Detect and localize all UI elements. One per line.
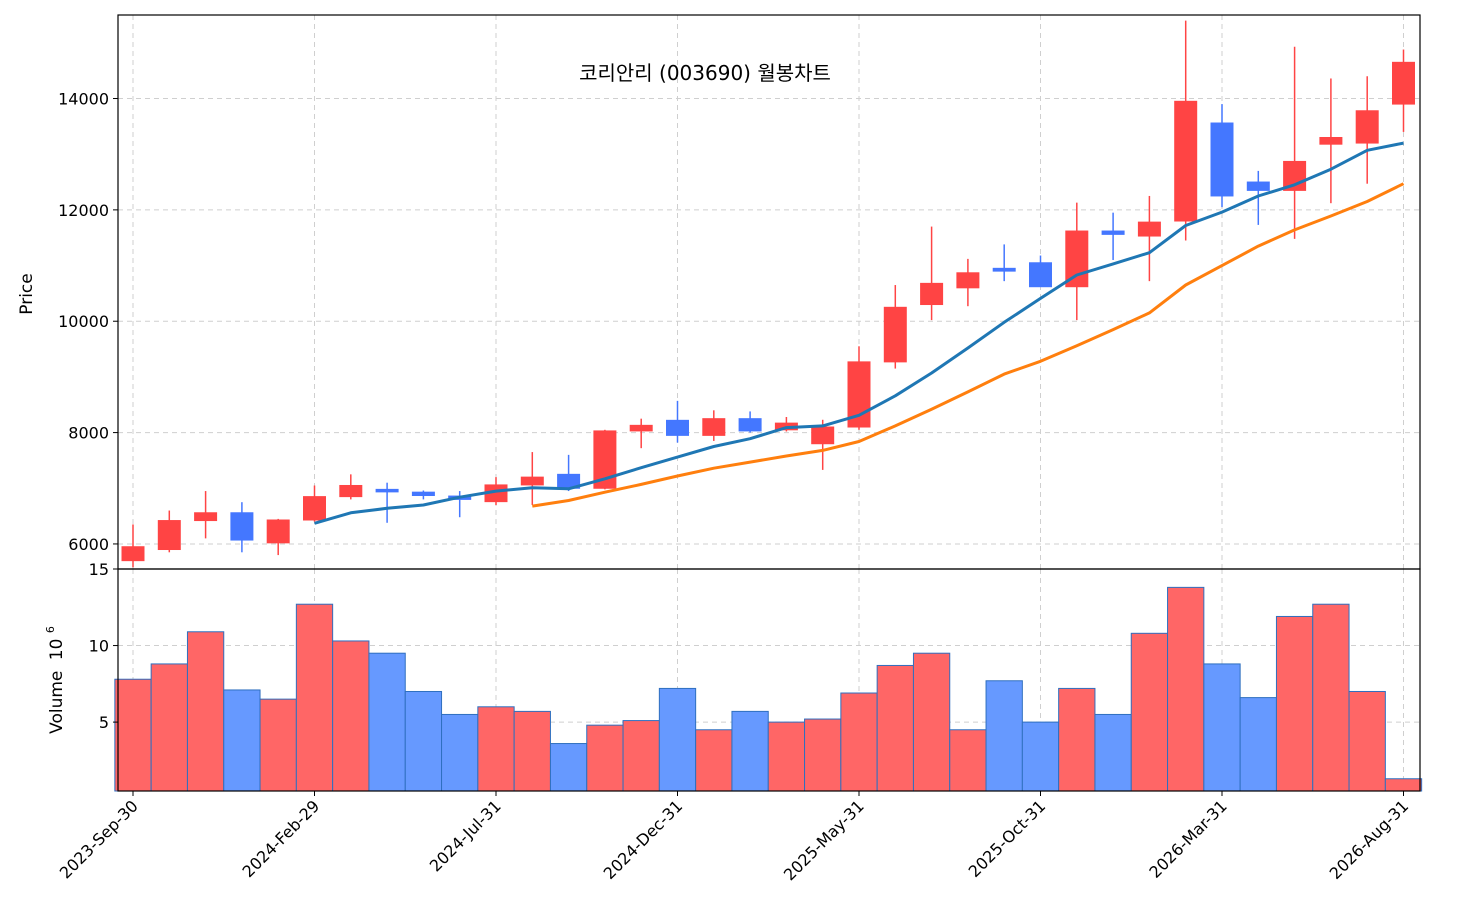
volume-bar [1203,663,1241,792]
candle-body [1101,230,1125,235]
volume-bar [259,698,297,792]
candle-body [1319,136,1343,145]
candle-body [702,418,726,436]
volume-bar [1130,632,1169,792]
date-tick-label: 2025-May-31 [780,796,868,884]
candle-body [157,520,181,551]
volume-bars [114,586,1423,792]
candle-body [339,484,363,498]
volume-bar [912,652,951,792]
volume-bar [586,724,624,792]
volume-bar [804,718,842,792]
volume-bar [404,690,443,792]
moving-average-lines [314,141,1405,525]
volume-bar [513,710,551,792]
price-axis: 6000 8000 10000 12000 14000 [58,90,118,554]
volume-panel-frame [117,568,1421,792]
svg-text:Volume 10 6: Volume 10 6 [44,626,67,734]
chart-title: 코리안리 (003690) 월봉차트 [579,61,831,85]
candle-body [266,519,290,544]
volume-label-text: Volume [47,671,67,734]
volume-bar [1275,615,1314,792]
volume-bar [876,664,914,792]
volume-bar [1058,687,1096,792]
volume-bar [1167,586,1205,792]
volume-bar [332,640,370,792]
date-axis: 2023-Sep-30 2024-Feb-29 2024-Jul-31 2024-De… [56,791,1413,884]
volume-bar [1384,778,1423,792]
volume-bar [368,652,406,792]
candle-body [194,512,218,522]
date-tick-label: 2024-Jul-31 [426,796,505,875]
volume-bar [731,710,769,792]
volume-tick-label: 10 [89,637,109,656]
candle-body [1137,221,1161,237]
volume-bar [223,689,261,792]
candle-body [920,282,944,306]
date-tick-label: 2024-Feb-29 [239,796,324,881]
volume-bar [840,692,878,792]
candle-body [956,272,980,289]
volume-exponent-base: 10 [47,639,67,661]
volume-bar [658,687,697,792]
volume-tick-label: 5 [99,713,109,732]
price-grid [118,15,1420,569]
date-tick-label: 2026-Aug-31 [1326,796,1413,883]
candle-body [593,430,617,489]
volume-bar [695,729,733,792]
date-tick-label: 2026-Mar-31 [1145,796,1230,881]
price-tick-label: 8000 [68,424,109,443]
candle-body [883,306,907,363]
candle-body [230,512,254,541]
volume-tick-label: 15 [89,560,109,579]
volume-bar [985,680,1023,792]
candle-body [411,491,435,497]
date-tick-label: 2023-Sep-30 [56,796,142,882]
volume-bar [1348,690,1386,792]
volume-bar [549,743,588,792]
volume-bar [1021,721,1060,792]
candle-body [520,476,544,486]
volume-bar [441,713,479,792]
candle-body [1355,110,1379,144]
volume-bar [477,706,515,792]
candle-body [1029,262,1052,288]
price-tick-label: 10000 [58,312,109,331]
candle-body [666,419,689,436]
volume-axis: 5 10 15 [89,560,118,732]
candle-body [121,546,145,562]
candle-body [629,424,653,432]
candlesticks [121,20,1415,568]
price-tick-label: 6000 [68,535,109,554]
candle-body [375,488,399,493]
candle-body [992,267,1016,272]
candle-body [1174,100,1198,222]
date-tick-label: 2024-Dec-31 [600,796,687,883]
volume-axis-label: Volume 10 6 [44,626,67,734]
ma-short-line [314,141,1404,525]
candle-body [303,496,326,521]
ma-long-line [532,182,1405,508]
price-tick-label: 14000 [58,90,109,109]
volume-bar [295,603,334,792]
date-tick-label: 2025-Oct-31 [965,796,1050,881]
volume-bar [949,729,987,792]
candle-body [738,418,762,432]
volume-bar [114,678,152,792]
volume-bar [1239,697,1277,792]
volume-bar [1312,603,1350,792]
volume-bar [622,720,660,792]
candle-body [811,426,835,445]
volume-bar [1094,713,1132,792]
candle-body [1392,61,1415,105]
candle-body [1210,122,1234,197]
volume-bar [186,631,225,792]
candle-body [1246,181,1270,191]
volume-bar [150,663,188,792]
price-axis-label: Price [17,273,37,314]
volume-exponent: 6 [44,626,57,633]
price-tick-label: 12000 [58,201,109,220]
volume-bar [767,721,806,792]
